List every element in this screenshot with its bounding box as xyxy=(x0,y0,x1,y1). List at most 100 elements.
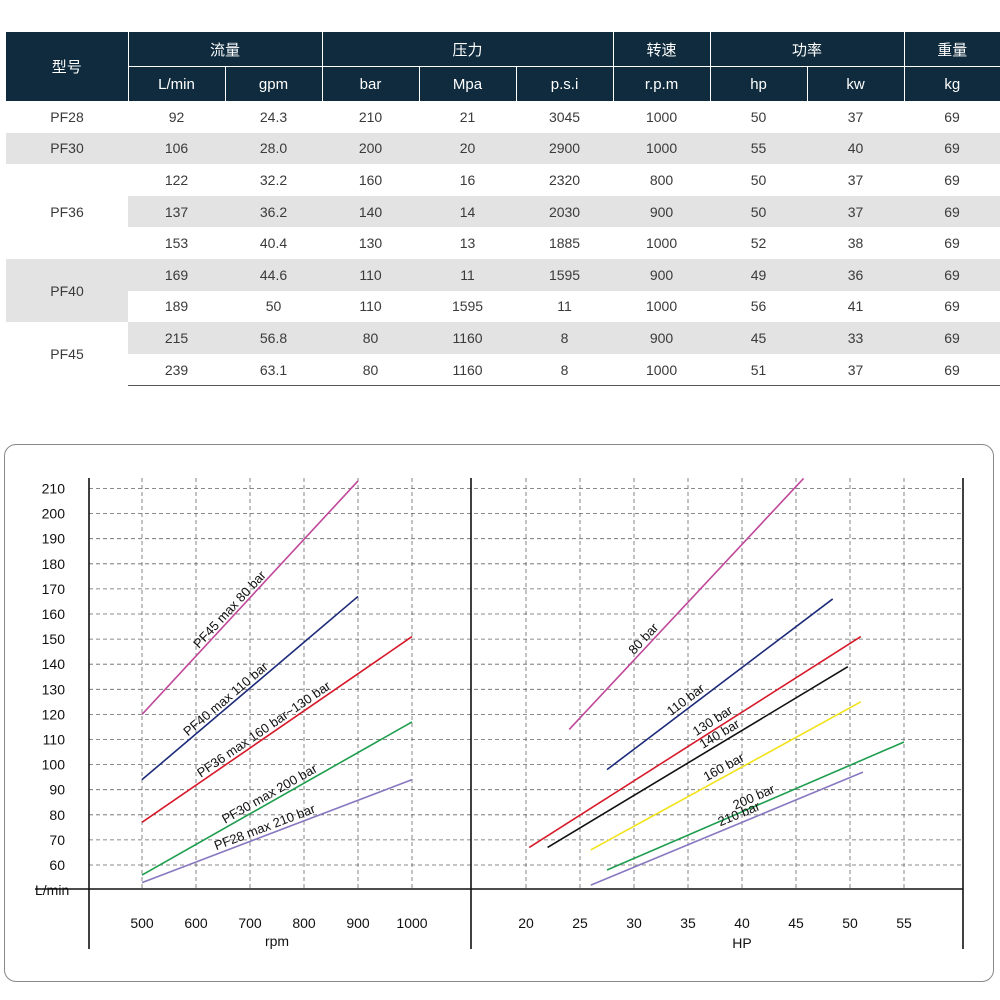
y-tick-label: 160 xyxy=(42,606,66,622)
table-cell: 11 xyxy=(419,258,517,291)
unit-lmin: L/min xyxy=(127,66,225,101)
y-tick-label: 130 xyxy=(42,681,66,697)
table-cell: 122 xyxy=(164,171,189,188)
table-row: 137 36.2 140 14 2030 900 50 37 69 xyxy=(6,195,1000,228)
y-tick-label: 110 xyxy=(43,732,66,748)
table-cell: 55 xyxy=(710,132,808,165)
unit-gpm: gpm xyxy=(224,66,323,101)
y-axis-label: L/min xyxy=(35,882,69,898)
table-cell: 37 xyxy=(807,353,905,387)
table-cell: 900 xyxy=(613,322,711,354)
table-cell: 1595 xyxy=(516,258,614,291)
table-cell: 2320 xyxy=(548,171,581,188)
header-row-groups: 型号 流量 压力 转速 功率 重量 xyxy=(6,32,1000,101)
table-cell: 40 xyxy=(807,132,905,165)
y-tick-label: 100 xyxy=(42,757,66,773)
spec-table: 型号 流量 压力 转速 功率 重量 L/min gpm bar Mpa p.s.… xyxy=(6,32,1000,387)
table-cell: 69 xyxy=(944,171,960,188)
unit-hp: hp xyxy=(709,66,808,101)
y-tick-label: 60 xyxy=(49,857,65,873)
table-cell: 13 xyxy=(459,235,476,252)
table-row: PF30 106 28.0 200 20 2900 1000 55 40 69 xyxy=(6,132,1000,165)
table-cell: 200 xyxy=(322,132,420,165)
table-cell: 153 xyxy=(164,235,189,252)
table-cell: 2900 xyxy=(516,132,614,165)
series-label: PF45 max 80 bar xyxy=(190,567,269,651)
y-tick-label: 90 xyxy=(49,782,65,798)
table-cell: 110 xyxy=(359,298,382,315)
table-cell: 1160 xyxy=(419,322,517,354)
model-cell: PF40 xyxy=(6,258,128,323)
performance-charts: 60 70 80 90 100 110 120 130 140 150 160 170 180 190 20… xyxy=(35,477,964,951)
table-cell: 137 xyxy=(128,195,225,228)
y-tick-label: 180 xyxy=(42,556,66,572)
series-label: 160 bar xyxy=(701,749,747,784)
table-cell: 69 xyxy=(904,322,1000,354)
table-row: PF40 169 44.6 110 11 1595 900 49 36 69 xyxy=(6,258,1000,323)
unit-kg: kg xyxy=(903,66,1000,101)
header-flow: 流量 xyxy=(127,32,323,67)
unit-mpa: Mpa xyxy=(418,66,517,101)
table-cell: 63.1 xyxy=(225,353,323,387)
table-cell: 41 xyxy=(847,298,864,315)
table-row: PF28 92 24.3 210 21 3045 1000 50 37 69 xyxy=(6,101,1000,133)
table-cell: 210 xyxy=(358,108,383,125)
series-line xyxy=(141,635,413,823)
y-tick-label: 200 xyxy=(42,506,66,522)
series-line xyxy=(141,721,413,876)
table-cell: 33 xyxy=(807,322,905,354)
table-cell: 45 xyxy=(710,322,808,354)
x-tick-label: 1000 xyxy=(396,915,427,931)
table-cell: 16 xyxy=(459,171,476,188)
x-axis-label-hp: HP xyxy=(732,935,751,951)
table-cell: 69 xyxy=(904,132,1000,165)
table-cell: 56.8 xyxy=(225,322,323,354)
model-cell: PF28 xyxy=(50,108,84,125)
series-line xyxy=(547,666,849,849)
table-row: 189 50 110 1595 11 1000 56 41 69 xyxy=(6,291,1000,323)
table-cell: 239 xyxy=(128,353,225,387)
unit-kw: kw xyxy=(806,66,905,101)
table-cell: 37 xyxy=(807,195,905,228)
x-axis-label-rpm: rpm xyxy=(265,933,289,949)
table-cell: 1000 xyxy=(645,108,678,125)
table-cell: 50 xyxy=(265,298,282,315)
x-tick-label: 40 xyxy=(734,915,750,931)
series-line xyxy=(590,771,864,886)
header-weight: 重量 xyxy=(903,32,1000,67)
table-cell: 69 xyxy=(944,298,960,315)
x-tick-label: 600 xyxy=(184,915,208,931)
table-cell: 1000 xyxy=(613,353,711,387)
header-model: 型号 xyxy=(6,32,128,101)
series-line xyxy=(141,778,413,884)
x-tick-label: 500 xyxy=(130,915,154,931)
table-cell: 51 xyxy=(710,353,808,387)
y-tick-label: 70 xyxy=(49,832,65,848)
table-cell: 36 xyxy=(807,258,905,291)
series-label: 80 bar xyxy=(625,619,662,657)
table-row: 153 40.4 130 13 1885 1000 52 38 69 xyxy=(6,227,1000,259)
table-cell: 38 xyxy=(847,235,864,252)
table-cell: 800 xyxy=(649,171,674,188)
x-tick-label: 45 xyxy=(788,915,804,931)
table-cell: 80 xyxy=(322,353,420,387)
table-cell: 110 xyxy=(322,258,420,291)
table-cell: 1885 xyxy=(548,235,581,252)
table-cell: 69 xyxy=(904,353,1000,387)
table-cell: 14 xyxy=(419,195,517,228)
table-cell: 50 xyxy=(710,195,808,228)
table-cell: 37 xyxy=(847,108,864,125)
table-cell: 8 xyxy=(516,322,614,354)
y-tick-label: 210 xyxy=(42,481,66,497)
table-cell: 900 xyxy=(613,258,711,291)
table-cell: 130 xyxy=(358,235,383,252)
model-cell: PF45 xyxy=(6,322,128,386)
x-tick-label: 25 xyxy=(572,915,588,931)
table-row: PF36 122 32.2 160 16 2320 800 50 37 69 xyxy=(6,164,1000,220)
table-cell: 69 xyxy=(944,108,960,125)
table-row: 239 63.1 80 1160 8 1000 51 37 69 xyxy=(6,353,1000,387)
spec-table-body: PF28 92 24.3 210 21 3045 1000 50 37 69 PF30 106 28.0… xyxy=(6,101,1000,387)
y-tick-label: 170 xyxy=(42,581,66,597)
x-tick-label: 35 xyxy=(680,915,696,931)
table-cell: 69 xyxy=(944,235,960,252)
